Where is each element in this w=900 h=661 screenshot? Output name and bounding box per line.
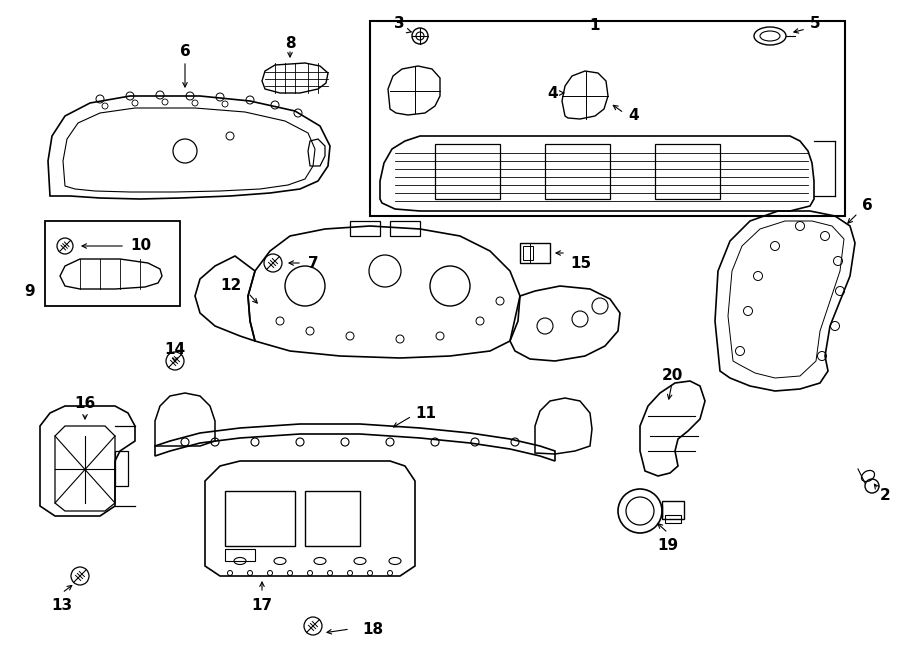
Text: 4: 4 [547,85,558,100]
Text: 9: 9 [24,284,35,299]
Text: 19: 19 [657,539,679,553]
Text: 4: 4 [628,108,639,124]
Text: 5: 5 [810,15,821,30]
Text: 14: 14 [165,342,185,356]
Text: 13: 13 [51,598,73,613]
Text: 2: 2 [880,488,891,504]
Bar [305,491,360,546]
Bar [225,491,295,546]
Text: 12: 12 [220,278,242,293]
Bar [523,246,533,260]
Text: 18: 18 [362,621,383,637]
Bar [665,515,681,523]
Text: 17: 17 [251,598,273,613]
Text: 15: 15 [570,256,591,270]
Bar [520,243,550,263]
Bar [225,549,255,561]
Bar [435,144,500,199]
Text: 16: 16 [75,395,95,410]
Bar [45,221,180,306]
Text: 10: 10 [130,239,151,254]
Text: 11: 11 [415,405,436,420]
Bar [655,144,720,199]
Bar [662,501,684,519]
Text: 1: 1 [590,19,600,34]
Text: 8: 8 [284,36,295,50]
Bar [390,221,420,236]
Bar [370,21,845,216]
Text: 6: 6 [862,198,873,214]
Bar [545,144,610,199]
Text: 20: 20 [662,368,683,383]
Text: 3: 3 [394,15,405,30]
Bar [350,221,380,236]
Text: 7: 7 [308,256,319,270]
Text: 6: 6 [180,44,191,59]
